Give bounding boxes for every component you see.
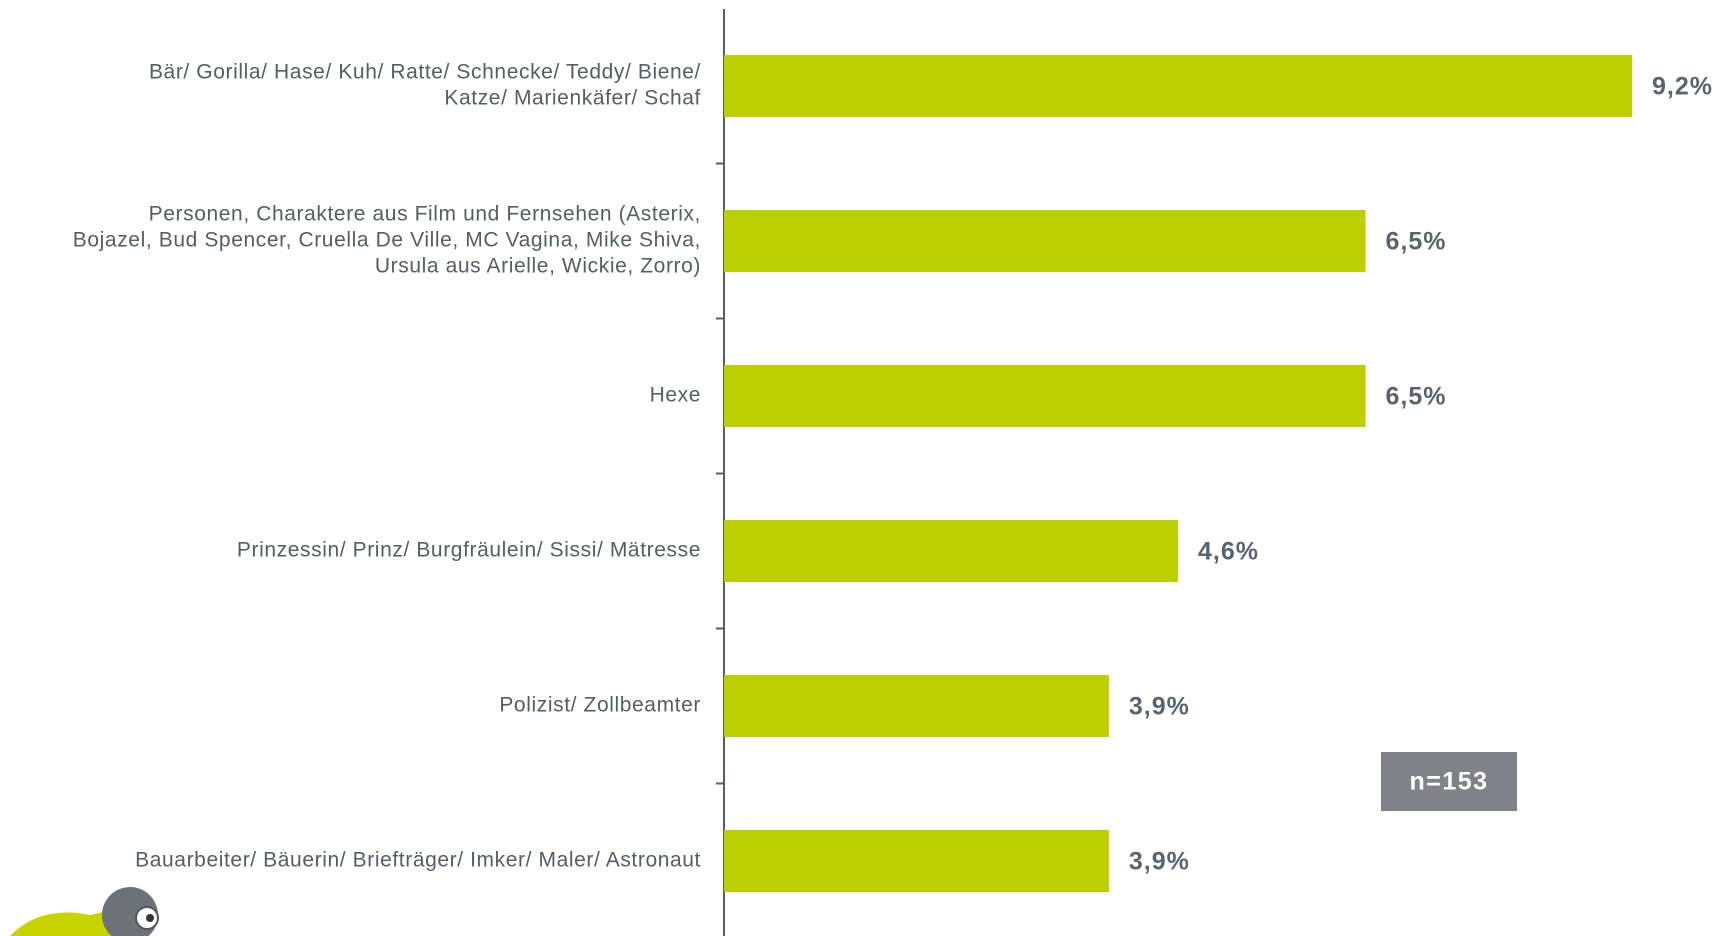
annotation-box [1381,752,1517,811]
bar [724,675,1109,737]
bar [724,365,1366,427]
bar [724,520,1178,582]
value-label: 6,5% [1386,383,1447,411]
logo [10,887,159,936]
category-label: Bauarbeiter/ Bäuerin/ Briefträger/ Imker… [135,849,701,872]
annotation: n=153 [1409,768,1488,796]
value-label: 9,2% [1652,73,1713,101]
bar [724,55,1632,117]
category-label: Katze/ Marienkäfer/ Schaf [444,87,701,110]
category-label: Ursula aus Arielle, Wickie, Zorro) [375,255,701,278]
bar [724,210,1366,272]
category-label: Hexe [650,384,701,407]
value-label: 3,9% [1129,848,1190,876]
category-label: Polizist/ Zollbeamter [499,694,701,717]
category-label: Bojazel, Bud Spencer, Cruella De Ville, … [73,229,701,252]
category-label: Prinzessin/ Prinz/ Burgfräulein/ Sissi/ … [237,539,701,562]
value-label: 4,6% [1198,538,1259,566]
category-label: Personen, Charaktere aus Film und Fernse… [149,203,701,226]
bar [724,830,1109,892]
category-label: Bär/ Gorilla/ Hase/ Kuh/ Ratte/ Schnecke… [149,61,701,84]
value-label: 3,9% [1129,693,1190,721]
value-label: 6,5% [1386,228,1447,256]
